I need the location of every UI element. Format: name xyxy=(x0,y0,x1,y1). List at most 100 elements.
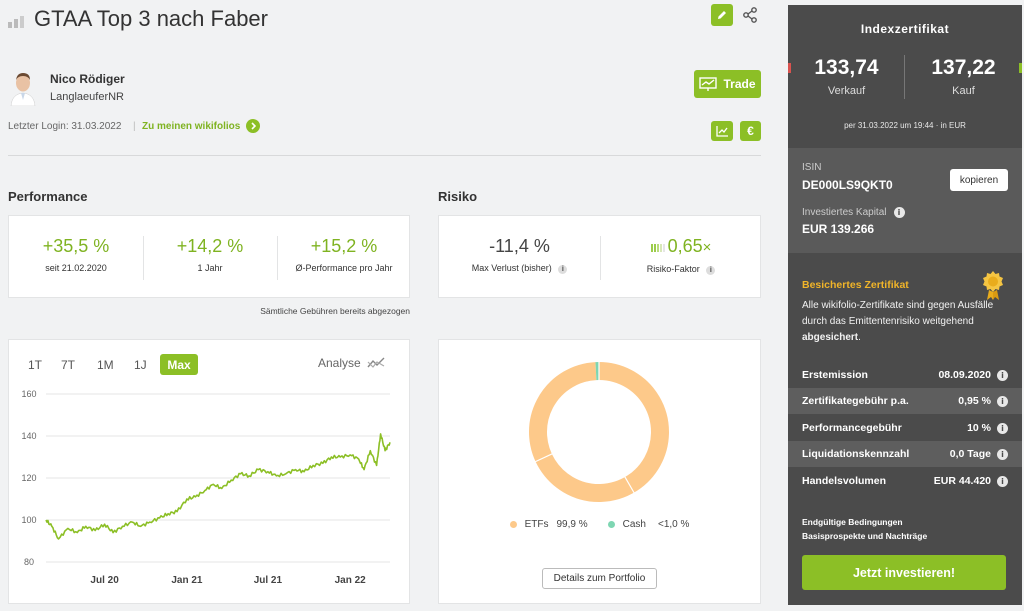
x-tick-label: Jan 22 xyxy=(335,575,367,586)
sell-price: 133,74 xyxy=(814,56,879,79)
legend-etf-value: 99,9 % xyxy=(556,519,588,530)
fact-label: Handelsvolumen xyxy=(802,475,887,487)
currency-button[interactable]: € xyxy=(740,121,761,141)
info-icon[interactable]: i xyxy=(997,448,1008,460)
legend-etf-label: ETFs xyxy=(524,519,549,530)
kpi-divider xyxy=(600,236,601,280)
secured-text-period: . xyxy=(858,332,861,343)
kpi-value: -11,4 % xyxy=(489,236,550,256)
info-icon[interactable]: i xyxy=(997,422,1008,434)
fact-value: 10 % xyxy=(967,422,991,434)
info-icon[interactable]: i xyxy=(706,265,716,275)
price-divider xyxy=(904,55,905,99)
kpi-value: +35,5 % xyxy=(42,236,110,256)
page-title: GTAA Top 3 nach Faber xyxy=(34,6,268,31)
kpi-one-year: +14,2 % 1 Jahr xyxy=(143,236,277,273)
sidebar-title: Indexzertifikat xyxy=(860,22,950,36)
fact-value: 08.09.2020 xyxy=(938,369,991,381)
x-tick-label: Jan 21 xyxy=(171,575,203,586)
info-icon[interactable]: i xyxy=(997,395,1008,407)
risk-heading: Risiko xyxy=(438,189,478,204)
range-1t[interactable]: 1T xyxy=(28,358,43,372)
isin-value: DE000LS9QKT0 xyxy=(802,178,893,192)
prospectus-link[interactable]: Basisprospekte und Nachträge xyxy=(802,531,928,541)
info-icon[interactable]: i xyxy=(893,207,905,218)
portfolio-details-button[interactable]: Details zum Portfolio xyxy=(542,568,657,589)
share-icon[interactable] xyxy=(742,6,758,24)
certificate-sidebar: Indexzertifikat 133,74 Verkauf 137,22 Ka… xyxy=(788,5,1022,605)
fact-value: EUR 44.420 xyxy=(933,475,991,487)
info-icon[interactable]: i xyxy=(997,475,1008,487)
chart-compare-button[interactable] xyxy=(711,121,733,141)
y-tick-label: 100 xyxy=(21,515,36,525)
info-icon[interactable]: i xyxy=(558,265,568,274)
donut-slice-etfs[interactable] xyxy=(529,362,669,502)
sell-label: Verkauf xyxy=(827,85,866,97)
capital-label-row: Investiertes Kapital i xyxy=(802,207,905,218)
kpi-label: 1 Jahr xyxy=(197,263,223,273)
portfolio-donut-chart xyxy=(529,361,669,502)
avatar[interactable] xyxy=(8,70,38,107)
fact-label: Performancegebühr xyxy=(802,422,902,434)
kpi-label: seit 21.02.2020 xyxy=(45,263,107,273)
fact-trading-volume: Handelsvolumen EUR 44.420 i xyxy=(788,468,1022,494)
line-chart-icon xyxy=(715,126,728,137)
divider: | xyxy=(133,121,136,132)
range-1j[interactable]: 1J xyxy=(134,358,147,372)
kpi-max-loss: -11,4 % Max Verlust (bisher) i xyxy=(439,236,600,274)
info-icon[interactable]: i xyxy=(997,369,1008,381)
max-loss-label: Max Verlust (bisher) xyxy=(471,263,552,273)
invest-button[interactable]: Jetzt investieren! xyxy=(802,555,1006,590)
pencil-icon xyxy=(718,11,726,19)
y-tick-label: 120 xyxy=(21,473,36,483)
price-note: per 31.03.2022 um 19:44 · in EUR xyxy=(844,121,966,130)
analysis-label: Analyse xyxy=(318,356,361,370)
kpi-avg-per-year: +15,2 % Ø-Performance pro Jahr xyxy=(277,236,411,273)
range-7t[interactable]: 7T xyxy=(61,358,76,372)
ranking-bars-icon xyxy=(8,14,26,28)
range-1m[interactable]: 1M xyxy=(97,358,114,372)
risk-factor-value: 0,65 xyxy=(667,236,703,256)
risk-bars-icon xyxy=(650,237,665,258)
secured-badge-icon xyxy=(981,271,1005,301)
performance-line-chart: 80 100 120 140 160 Jul 20 Jan 21 Jul 21 Jan 22 xyxy=(21,389,391,586)
buy-label: Kauf xyxy=(952,85,975,97)
secured-title: Besichertes Zertifikat xyxy=(802,279,909,291)
kpi-value: +15,2 % xyxy=(310,236,378,256)
x-tick-label: Jul 21 xyxy=(254,575,283,586)
fact-certificate-fee: Zertifikategebühr p.a. 0,95 % i xyxy=(788,388,1022,414)
isin-label: ISIN xyxy=(802,162,822,173)
portfolio-card xyxy=(438,339,761,604)
series-line xyxy=(45,433,391,540)
performance-heading: Performance xyxy=(8,189,88,204)
trade-button[interactable]: Trade xyxy=(694,70,761,98)
risk-factor-label: Risiko-Faktor xyxy=(646,263,700,274)
user-name[interactable]: Nico Rödiger xyxy=(50,72,125,86)
terms-link[interactable]: Endgültige Bedingungen xyxy=(802,517,903,527)
trade-chart-icon xyxy=(699,77,718,91)
kpi-label: Max Verlust (bisher) i xyxy=(439,263,600,274)
portfolio-legend: ETFs 99,9 % Cash <1,0 % xyxy=(438,519,761,530)
range-max[interactable]: Max xyxy=(160,354,198,375)
analysis-toggle[interactable]: Analyse xyxy=(318,356,385,370)
y-tick-label: 160 xyxy=(21,389,36,399)
x-tick-label: Jul 20 xyxy=(90,575,119,586)
edit-button[interactable] xyxy=(711,4,733,26)
buy-price: 137,22 xyxy=(931,56,996,79)
fees-note: Sämtliche Gebühren bereits abgezogen xyxy=(260,306,410,316)
legend-etf-dot xyxy=(509,521,517,528)
legend-cash-label: Cash xyxy=(622,519,646,530)
fact-label: Liquidationskennzahl xyxy=(802,448,910,460)
legend-cash-dot xyxy=(607,521,615,528)
secured-text-body: Alle wikifolio-Zertifikate sind gegen Au… xyxy=(802,300,994,327)
kpi-value: 0,65× xyxy=(600,236,762,258)
copy-isin-button[interactable]: kopieren xyxy=(950,169,1008,191)
risk-factor-suffix: × xyxy=(702,239,712,256)
fact-liquidation: Liquidationskennzahl 0,0 Tage i xyxy=(788,441,1022,467)
kpi-label: Ø-Performance pro Jahr xyxy=(295,263,393,273)
my-wikifolios-link[interactable]: Zu meinen wikifolios xyxy=(142,119,261,133)
capital-label: Investiertes Kapital xyxy=(802,207,887,218)
isin-section: ISIN DE000LS9QKT0 kopieren Investiertes … xyxy=(788,148,1022,253)
secured-text: Alle wikifolio-Zertifikate sind gegen Au… xyxy=(802,298,1002,346)
buy-marker xyxy=(1019,63,1022,73)
